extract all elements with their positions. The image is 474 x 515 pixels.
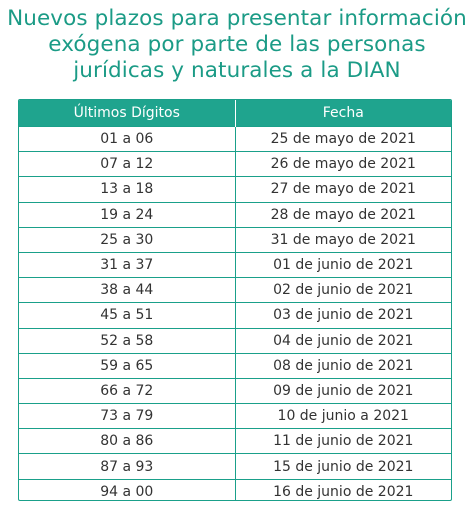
date-cell: 11 de junio de 2021: [234, 428, 451, 454]
date-cell: 26 de mayo de 2021: [234, 151, 451, 177]
title-line-1: Nuevos plazos para presentar información: [7, 6, 467, 31]
digits-cell: 66 a 72: [19, 377, 235, 404]
date-cell: 16 de junio de 2021: [234, 478, 451, 500]
date-cell: 08 de junio de 2021: [234, 352, 451, 379]
table-header-row: Últimos Dígitos Fecha: [19, 100, 451, 127]
table-row: 59 a 65 08 de junio de 2021: [19, 352, 451, 379]
table-row: 38 a 44 02 de junio de 2021: [19, 277, 451, 303]
table-row: 19 a 24 28 de mayo de 2021: [19, 201, 451, 228]
digits-cell: 07 a 12: [19, 151, 235, 177]
date-cell: 01 de junio de 2021: [234, 251, 451, 278]
date-cell: 25 de mayo de 2021: [234, 125, 451, 152]
table-row: 66 a 72 09 de junio de 2021: [19, 377, 451, 404]
date-cell: 03 de junio de 2021: [234, 302, 451, 328]
date-cell: 15 de junio de 2021: [234, 453, 451, 480]
table-row: 13 a 18 27 de mayo de 2021: [19, 176, 451, 203]
table-row: 31 a 37 01 de junio de 2021: [19, 251, 451, 278]
date-cell: 04 de junio de 2021: [234, 327, 451, 354]
header-fecha: Fecha: [234, 100, 451, 127]
date-cell: 09 de junio de 2021: [234, 377, 451, 404]
date-cell: 02 de junio de 2021: [234, 277, 451, 303]
table-row: 07 a 12 26 de mayo de 2021: [19, 151, 451, 177]
digits-cell: 45 a 51: [19, 302, 235, 328]
digits-cell: 13 a 18: [19, 176, 235, 203]
title-line-3: jurídicas y naturales a la DIAN: [73, 58, 401, 83]
header-ultimos-digitos: Últimos Dígitos: [19, 100, 235, 127]
digits-cell: 19 a 24: [19, 201, 235, 228]
digits-cell: 59 a 65: [19, 352, 235, 379]
digits-cell: 38 a 44: [19, 277, 235, 303]
table-row: 45 a 51 03 de junio de 2021: [19, 302, 451, 328]
table-row: 94 a 00 16 de junio de 2021: [19, 478, 451, 500]
date-cell: 10 de junio a 2021: [234, 403, 451, 429]
table-row: 87 a 93 15 de junio de 2021: [19, 453, 451, 480]
date-cell: 31 de mayo de 2021: [234, 226, 451, 253]
deadlines-table-grid: Últimos Dígitos Fecha 01 a 06 25 de mayo…: [19, 100, 451, 500]
title-line-2: exógena por parte de las personas: [48, 32, 426, 57]
page-title: Nuevos plazos para presentar información…: [0, 6, 474, 84]
table-row: 73 a 79 10 de junio a 2021: [19, 403, 451, 429]
digits-cell: 25 a 30: [19, 226, 235, 253]
date-cell: 27 de mayo de 2021: [234, 176, 451, 203]
digits-cell: 80 a 86: [19, 428, 235, 454]
deadlines-table: Últimos Dígitos Fecha 01 a 06 25 de mayo…: [18, 99, 452, 501]
digits-cell: 01 a 06: [19, 125, 235, 152]
digits-cell: 94 a 00: [19, 478, 235, 500]
table-row: 52 a 58 04 de junio de 2021: [19, 327, 451, 354]
date-cell: 28 de mayo de 2021: [234, 201, 451, 228]
table-row: 25 a 30 31 de mayo de 2021: [19, 226, 451, 253]
digits-cell: 87 a 93: [19, 453, 235, 480]
table-row: 80 a 86 11 de junio de 2021: [19, 428, 451, 454]
digits-cell: 73 a 79: [19, 403, 235, 429]
digits-cell: 31 a 37: [19, 251, 235, 278]
table-row: 01 a 06 25 de mayo de 2021: [19, 125, 451, 152]
digits-cell: 52 a 58: [19, 327, 235, 354]
